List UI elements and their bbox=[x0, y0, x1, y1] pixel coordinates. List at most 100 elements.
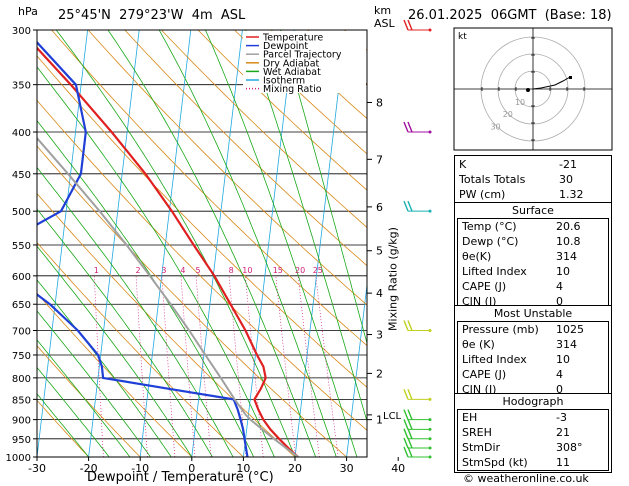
wet-adiabat-line bbox=[37, 245, 193, 457]
most-unstable-table: Most Unstable Pressure (mb) 1025 θe (K) 31… bbox=[454, 305, 612, 401]
mixing-ratio-line bbox=[275, 275, 296, 457]
dry-adiabat-line bbox=[197, 30, 367, 191]
hodo-row: SREH 21 bbox=[462, 426, 570, 439]
temperature-tick-label: -10 bbox=[131, 462, 149, 475]
surface-table: Surface Temp (°C) 20.6 Dewp (°C) 10.8 θe(K… bbox=[454, 202, 612, 313]
mixing-ratio-line bbox=[245, 275, 264, 457]
temperature-tick-label: 10 bbox=[236, 462, 250, 475]
pressure-tick-label: 600 bbox=[12, 272, 31, 283]
mixing-ratio-label: 20 bbox=[295, 266, 305, 275]
surface-row: Lifted Index 10 bbox=[462, 265, 570, 278]
wind-barb-flag bbox=[403, 200, 409, 212]
x-axis-title: Dewpoint / Temperature (°C) bbox=[87, 470, 274, 485]
mixing-ratio-label: 4 bbox=[180, 266, 185, 275]
wind-barb-flag bbox=[403, 320, 409, 331]
mu-row: CIN (J) 0 bbox=[462, 383, 563, 396]
km-tick-label: 7 bbox=[376, 153, 383, 166]
profiles bbox=[37, 40, 299, 457]
dry-adiabat-line bbox=[87, 30, 367, 306]
mixing-ratio-label: 15 bbox=[273, 266, 283, 275]
location-label: 25°45'N 279°23'W 4m ASL bbox=[58, 8, 246, 23]
index-row-pw: PW (cm) 1.32 bbox=[459, 188, 584, 201]
surface-row: Dewp (°C) 10.8 bbox=[462, 235, 581, 248]
wind-barb-dot bbox=[428, 437, 432, 441]
wind-barb-dot bbox=[428, 28, 432, 32]
legend-label: Mixing Ratio bbox=[263, 84, 322, 95]
dry-adiabat-line bbox=[37, 345, 141, 457]
temperature-tick-label: 40 bbox=[391, 462, 405, 475]
km-tick-label: 3 bbox=[376, 329, 383, 342]
wind-barb-flag bbox=[407, 446, 413, 458]
wind-barb-flag bbox=[403, 389, 409, 400]
pressure-tick-label: 950 bbox=[12, 435, 31, 446]
mixing-ratio-line bbox=[161, 275, 176, 457]
hodograph-marker bbox=[569, 76, 572, 79]
mixing-ratio-label: 10 bbox=[242, 266, 252, 275]
hodo-row: StmDir 308° bbox=[462, 441, 583, 454]
wet-adiabat-line bbox=[280, 30, 367, 345]
legend-label: Parcel Trajectory bbox=[263, 50, 342, 61]
indices-table: K -21 Totals Totals 30 PW (cm) 1.32 bbox=[454, 155, 612, 204]
temperature-tick-label: 20 bbox=[288, 462, 302, 475]
pressure-tick-label: 300 bbox=[12, 26, 31, 37]
hodograph-ring-label: 20 bbox=[503, 110, 513, 119]
mixing-ratio-label: 2 bbox=[136, 266, 141, 275]
hodograph-table: Hodograph EH -3 SREH 21 StmDir 308° StmSpd … bbox=[454, 393, 612, 473]
mixing-ratio-label: 1 bbox=[94, 266, 99, 275]
mixing-ratio-line bbox=[315, 275, 339, 457]
wet-adiabat-line bbox=[158, 30, 337, 457]
dry-adiabat-line bbox=[37, 292, 193, 457]
pressure-tick-label: 1000 bbox=[6, 453, 31, 464]
mixing-ratio-label: 3 bbox=[161, 266, 166, 275]
hodograph-ring-label: 10 bbox=[515, 98, 525, 107]
temperature-tick-label: 0 bbox=[188, 462, 195, 475]
temperature-line bbox=[37, 46, 299, 457]
wet-adiabat-line bbox=[37, 120, 255, 457]
temperature-tick-label: 30 bbox=[340, 462, 354, 475]
index-row-k: K -21 bbox=[459, 158, 577, 171]
wind-barb-flag bbox=[403, 121, 409, 133]
wet-adiabat-line bbox=[37, 279, 172, 457]
parcel-trajectory-line bbox=[37, 136, 299, 457]
wind-barb-dot bbox=[428, 130, 432, 134]
km-tick-label: 5 bbox=[376, 245, 383, 258]
pressure-tick-label: 350 bbox=[12, 81, 31, 92]
legend-background bbox=[243, 31, 366, 93]
mixing-ratio-label: 5 bbox=[196, 266, 201, 275]
wind-barb-flag bbox=[407, 419, 413, 430]
wet-adiabat-line bbox=[205, 30, 358, 457]
wind-barb-dot bbox=[428, 329, 432, 333]
pressure-tick-label: 850 bbox=[12, 395, 31, 406]
mixing-ratio-line bbox=[135, 275, 148, 457]
wet-adiabat-line bbox=[37, 166, 234, 457]
mu-row: CAPE (J) 4 bbox=[462, 368, 563, 381]
asl-label: ASL bbox=[374, 17, 395, 30]
wet-adiabat-line bbox=[107, 30, 316, 457]
pressure-tick-label: 450 bbox=[12, 170, 31, 181]
surface-title: Surface bbox=[512, 204, 554, 217]
dry-adiabat-line bbox=[37, 99, 367, 431]
legend-label: Dry Adiabat bbox=[263, 58, 320, 69]
mixing-ratio-label: 8 bbox=[229, 266, 234, 275]
wind-barb-flag bbox=[407, 437, 413, 449]
hpa-unit: hPa bbox=[18, 5, 38, 18]
temperature-tick-label: -30 bbox=[28, 462, 46, 475]
dry-adiabat-line bbox=[37, 241, 244, 457]
wind-barb-flag bbox=[407, 121, 413, 133]
wind-barbs bbox=[403, 19, 432, 459]
mixing-ratio-line bbox=[297, 275, 320, 457]
hodo-row: EH -3 bbox=[462, 411, 567, 424]
wet-adiabat-line bbox=[55, 30, 296, 457]
wind-barb-dot bbox=[428, 418, 432, 422]
dry-adiabat-line bbox=[37, 55, 367, 388]
pressure-tick-label: 650 bbox=[12, 300, 31, 311]
km-unit: km bbox=[374, 4, 392, 17]
hodograph-ring-label: 30 bbox=[490, 122, 500, 131]
wind-barb-flag bbox=[403, 446, 409, 458]
wind-barb-dot bbox=[428, 446, 432, 450]
pressure-tick-label: 750 bbox=[12, 351, 31, 362]
wind-barb-flag bbox=[403, 419, 409, 430]
temperature-tick-label: -20 bbox=[80, 462, 98, 475]
